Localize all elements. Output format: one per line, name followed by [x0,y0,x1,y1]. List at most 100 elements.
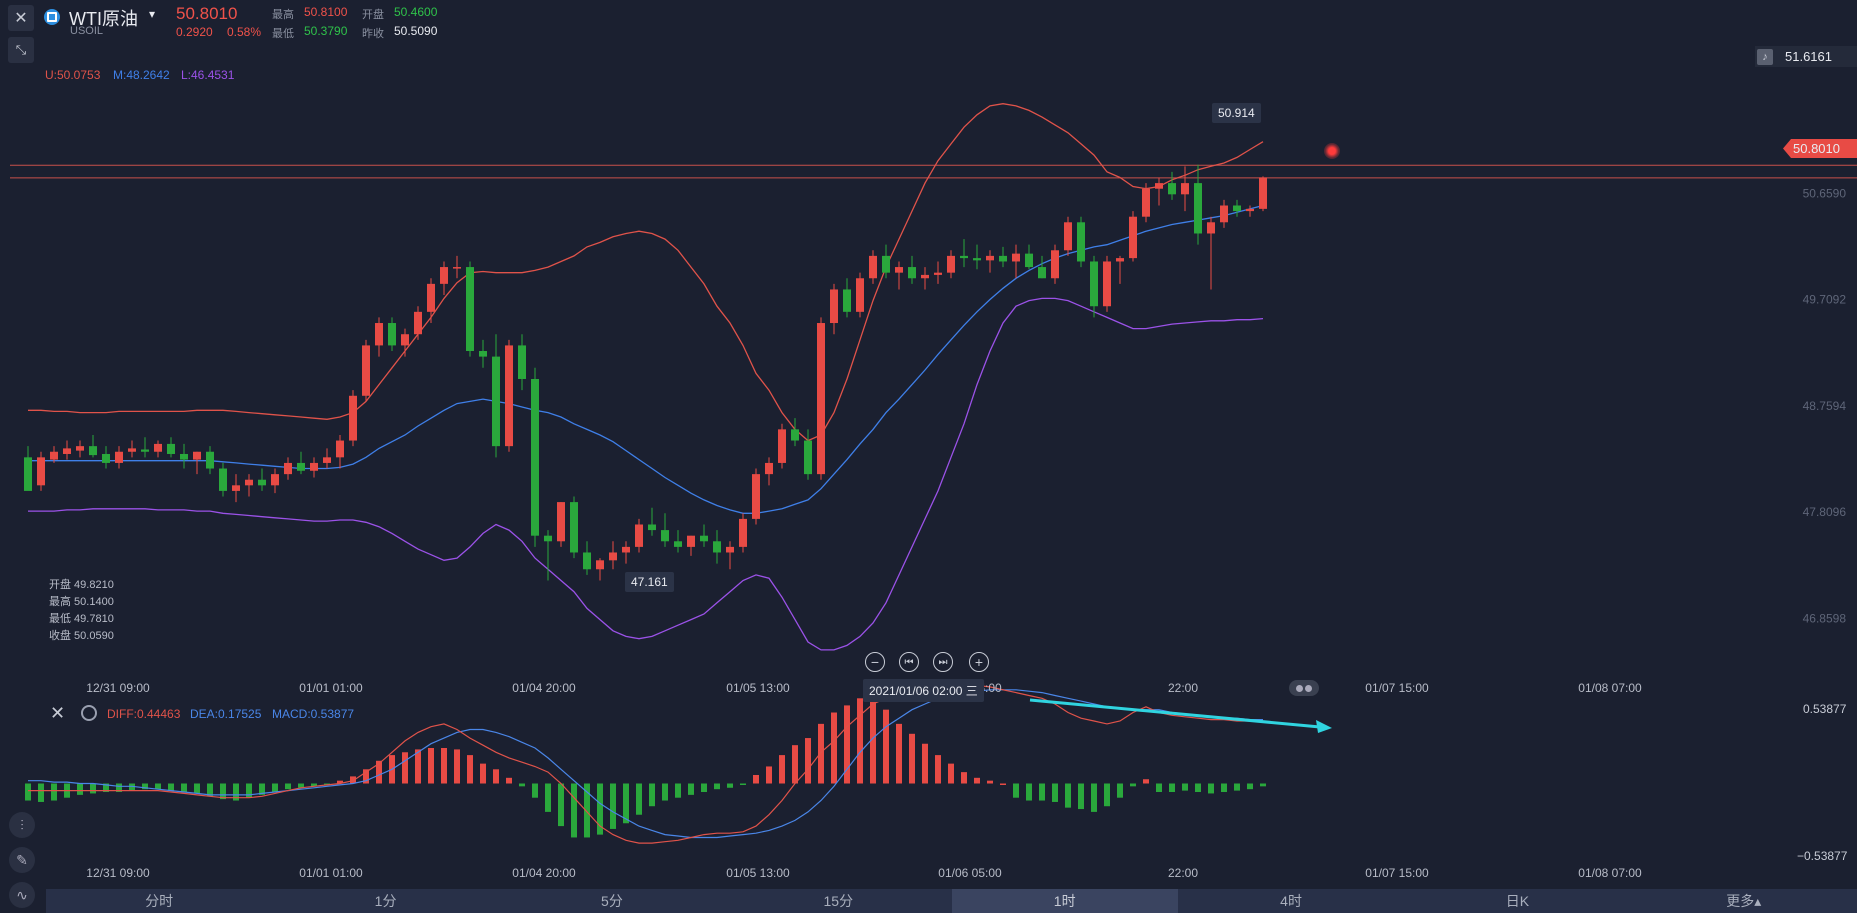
candle-body [726,546,734,553]
candle-body [388,323,396,346]
candle-body [856,278,864,312]
candle-body [232,485,240,491]
symbol-dropdown-icon[interactable]: ▾ [149,7,156,21]
settings-icon[interactable] [81,705,97,721]
candle-body [50,451,58,460]
macd-axis-top: 0.53877 [1803,702,1847,716]
macd-bar [1117,783,1123,798]
macd-bar [623,783,629,824]
boll-upper-legend: U:50.0753 [45,68,101,82]
trend-arrow-head [1316,720,1332,733]
y-tick-label: 47.8096 [1803,505,1847,519]
macd-bar [129,783,135,791]
indicator-tool-icon[interactable]: ⫶ [9,812,35,838]
macd-x-tick-label: 01/04 20:00 [512,866,576,880]
macd-bar [961,772,967,784]
x-tick-label: 01/07 15:00 [1365,681,1429,695]
tab-1hour[interactable]: 1时 [951,889,1178,913]
macd-dea-legend: DEA:0.17525 [190,707,262,721]
candle-body [297,462,305,471]
macd-bar [272,783,278,793]
ohlc-high: 最高 50.1400 [49,596,114,608]
macd-bar [298,783,304,788]
macd-bar [987,780,993,784]
macd-bar [259,783,265,795]
candle-body [518,345,526,379]
symbol-name[interactable]: WTI原油 [69,9,138,29]
macd-bar [1026,783,1032,801]
jump-end-button[interactable]: ⏭ [933,652,953,672]
candle-body [362,345,370,396]
trend-line [1029,698,1321,729]
macd-bar [454,749,460,784]
zoom-in-button[interactable]: + [969,652,989,672]
macd-bar [402,752,408,784]
candle-body [180,453,188,460]
candle-body [895,267,903,273]
jump-start-button[interactable]: ⏮ [899,652,919,672]
tab-5min[interactable]: 5分 [601,893,623,909]
macd-bar [233,783,239,801]
macd-x-tick-label: 01/01 01:00 [299,866,363,880]
candle-body [37,457,45,486]
macd-bar [1182,783,1188,791]
candle-body [999,255,1007,262]
candle-body [531,378,539,536]
layout-toggle-icon[interactable] [1289,680,1319,696]
macd-bar [883,709,889,784]
candle-body [1090,261,1098,307]
macd-bar [558,783,564,827]
draw-tool-icon[interactable]: ✎ [9,847,35,873]
macd-bar [922,743,928,784]
tab-daily[interactable]: 日K [1505,893,1530,909]
macd-bar [337,780,343,784]
macd-bar [532,783,538,798]
candle-body [141,449,149,452]
ohlc-low: 最低 49.7810 [49,613,114,625]
macd-bar [766,766,772,784]
tab-4hour[interactable]: 4时 [1280,893,1302,909]
candle-body [102,453,110,463]
tab-15min[interactable]: 15分 [823,893,854,909]
close-chart-button[interactable]: ✕ [8,5,34,31]
candle-body [661,530,669,542]
macd-bar [1195,783,1201,793]
macd-bar [194,783,200,794]
macd-bar [779,755,785,784]
candle-body [752,474,760,519]
macd-bar [1143,779,1149,784]
price-alert[interactable]: ♪ 51.6161 [1755,46,1857,67]
macd-bar [155,783,161,790]
macd-bar [675,783,681,798]
candle-body [934,272,942,275]
tab-time-share[interactable]: 分时 [145,893,174,909]
open-label: 开盘 [362,9,384,21]
tab-1min[interactable]: 1分 [374,893,397,909]
candle-body [1181,183,1189,195]
low-value: 50.3790 [304,24,348,38]
macd-bar [142,783,148,790]
candle-body [622,546,630,553]
macd-bar [480,763,486,784]
candle-body [414,311,422,335]
candle-body [427,283,435,312]
macd-bar [1013,783,1019,798]
macd-bar [376,760,382,784]
macd-bar [1247,783,1253,790]
x-tick-label: 01/04 20:00 [512,681,576,695]
close-indicator-icon[interactable]: ✕ [50,703,66,723]
candle-body [687,535,695,547]
trend-tool-icon[interactable]: ∿ [9,882,35,908]
candle-body [206,451,214,469]
macd-bar [103,783,109,793]
macd-bar [90,783,96,794]
tab-more[interactable]: 更多▴ [1726,893,1762,909]
collapse-icon[interactable]: ⤡ [8,37,34,63]
x-tick-label: 12/31 09:00 [86,681,150,695]
high-price-tag: 50.914 [1212,103,1261,123]
y-tick-label: 48.7594 [1803,399,1847,413]
macd-bar [727,783,733,788]
zoom-out-button[interactable]: − [865,652,885,672]
macd-bar [857,698,863,784]
